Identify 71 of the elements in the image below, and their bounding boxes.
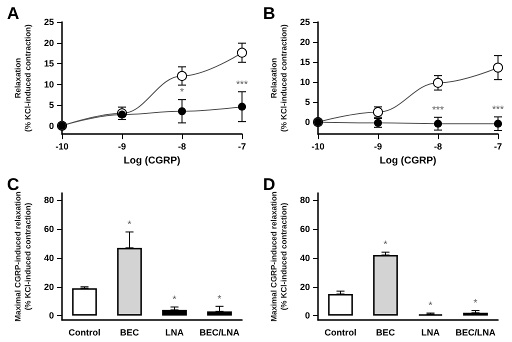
y-tick-label: 25 — [44, 17, 54, 27]
annotation: *** — [432, 104, 444, 116]
y-tick-label: 25 — [300, 17, 310, 27]
bar — [207, 311, 232, 316]
x-tick-label: -8 — [178, 142, 186, 152]
y-tick-label: 60 — [44, 224, 54, 234]
y-tick-label: 20 — [44, 38, 54, 48]
bar — [328, 294, 353, 316]
x-tick-label: BEC/LNA — [456, 328, 496, 338]
point — [237, 48, 247, 58]
x-tick-label: -9 — [118, 142, 126, 152]
bar — [373, 255, 398, 316]
point — [494, 120, 502, 128]
y-tick-label: 40 — [300, 252, 310, 263]
y-tick-label: 15 — [44, 58, 54, 69]
point — [493, 62, 503, 73]
annotation: * — [128, 219, 132, 230]
point — [177, 70, 187, 81]
y-tick-label: 0 — [304, 117, 310, 128]
y-tick-label: 0 — [48, 120, 54, 131]
x-tick-label: Control — [68, 328, 100, 338]
x-tick-label: -8 — [434, 142, 442, 152]
point — [434, 120, 442, 128]
x-tick-label: LNA — [421, 328, 440, 338]
y-axis-title: Relaxation (% KCl-induced contraction) — [270, 24, 289, 132]
bar — [72, 288, 97, 316]
annotation: * — [172, 294, 177, 306]
annotation: * — [384, 240, 388, 251]
x-tick-label: -7 — [494, 142, 502, 152]
annotation: * — [474, 298, 478, 310]
x-tick-label: -9 — [374, 142, 382, 152]
point — [374, 118, 382, 127]
chart-title: A — [7, 4, 20, 23]
y-tick-label: 5 — [304, 97, 310, 108]
y-tick-label: 60 — [300, 224, 310, 234]
y-tick-label: 40 — [44, 252, 54, 263]
y-tick-label: 80 — [44, 195, 54, 206]
x-tick-label: -10 — [311, 142, 325, 152]
point — [433, 78, 443, 88]
y-tick-label: 5 — [48, 100, 54, 110]
annotation: * — [180, 87, 184, 98]
x-tick-label: LNA — [165, 328, 184, 338]
point — [178, 107, 186, 116]
chart-title: B — [263, 4, 276, 23]
annotation: *** — [236, 79, 248, 90]
annotation: * — [218, 294, 222, 305]
y-axis-title: Relaxation (% KCl-induced contraction) — [14, 24, 33, 132]
y-axis-title: Maximal CGRP-induced relaxation (% KCl-induced contraction) — [14, 191, 33, 322]
x-axis-title: Log (CGRP) — [124, 156, 180, 166]
y-axis-title: Maximal CGRP-induced relaxation (% KCl-induced contraction) — [270, 191, 289, 322]
y-tick-label: 20 — [300, 282, 310, 292]
x-axis-title: Log (CGRP) — [380, 156, 436, 166]
annotation: * — [428, 300, 433, 312]
point — [118, 110, 126, 119]
x-tick-label: BEC/LNA — [200, 328, 240, 338]
x-tick-label: BEC — [376, 328, 396, 338]
y-tick-label: 80 — [300, 195, 310, 206]
annotation: *** — [492, 104, 504, 116]
y-tick-label: 0 — [304, 310, 310, 321]
point — [238, 102, 246, 111]
x-tick-label: -7 — [238, 142, 246, 152]
y-tick-label: 15 — [300, 57, 310, 68]
y-tick-label: 0 — [48, 310, 54, 321]
x-tick-label: BEC — [120, 328, 140, 338]
y-tick-label: 10 — [300, 77, 310, 88]
y-tick-label: 20 — [300, 37, 310, 48]
bar — [162, 310, 187, 316]
y-tick-label: 20 — [44, 282, 54, 292]
y-tick-label: 10 — [44, 79, 54, 90]
x-tick-label: Control — [324, 328, 356, 338]
x-tick-label: -10 — [55, 142, 69, 152]
